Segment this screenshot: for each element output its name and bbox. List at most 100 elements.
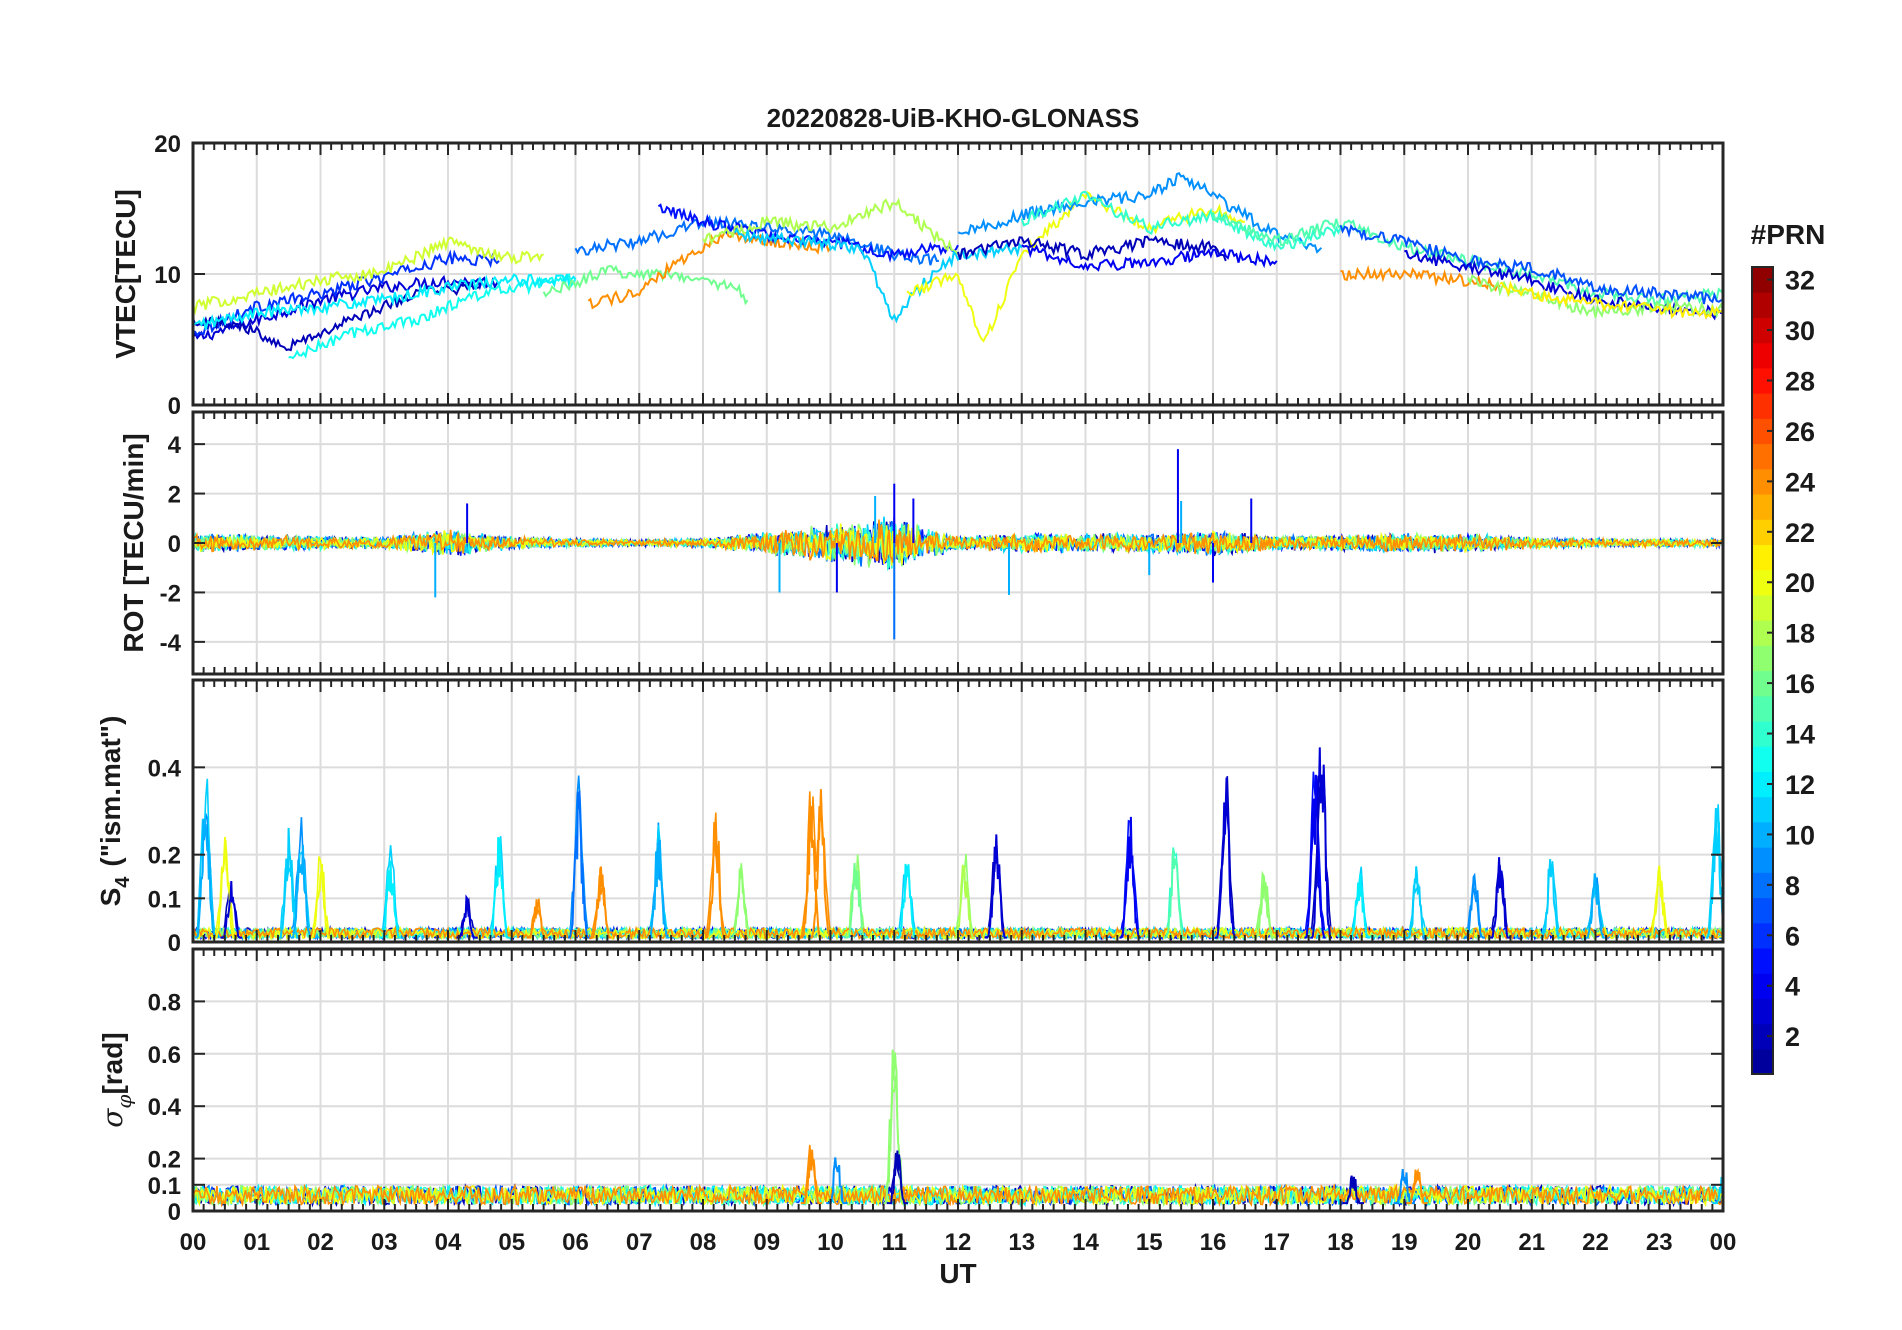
colorbar-segment-24 bbox=[1752, 468, 1773, 495]
sigma-phi-ticks bbox=[191, 947, 1725, 1213]
s4-y-axis-label-subscript: 4 bbox=[112, 876, 134, 888]
colorbar-gradient bbox=[1752, 267, 1773, 1075]
colorbar-segment-21 bbox=[1752, 544, 1773, 571]
x-tick-label-5: 05 bbox=[498, 1229, 525, 1256]
x-tick-label-1: 01 bbox=[243, 1229, 270, 1256]
vtec-series-prn-24 bbox=[1340, 264, 1501, 292]
s4-peak-4 bbox=[290, 844, 313, 939]
vtec-series-prn-12 bbox=[193, 273, 577, 330]
s4-peak-25 bbox=[1304, 774, 1326, 939]
colorbar-segment-18 bbox=[1752, 620, 1773, 646]
s4-panel: 0 0.1 0.2 0.4 S4 ("ism.mat") bbox=[95, 678, 1725, 957]
colorbar-tick-label-18: 18 bbox=[1785, 619, 1815, 649]
colorbar-tick-label-8: 8 bbox=[1785, 871, 1800, 901]
vtec-series-prn-19 bbox=[193, 236, 544, 316]
vtec-y-tick-label-0: 0 bbox=[168, 393, 181, 420]
x-tick-label-15: 15 bbox=[1136, 1229, 1163, 1256]
colorbar-title: #PRN bbox=[1751, 219, 1826, 250]
s4-y-tick-label-0: 0 bbox=[168, 930, 181, 957]
sigma_phi-peak-6 bbox=[1406, 1167, 1428, 1205]
colorbar-segment-3 bbox=[1752, 998, 1773, 1025]
colorbar-segment-26 bbox=[1752, 418, 1773, 445]
vtec-y-tick-labels: 0 10 20 bbox=[154, 131, 181, 420]
colorbar-segment-10 bbox=[1752, 821, 1773, 848]
rot-panel: -4 -2 0 2 4 ROT [TECU/min] bbox=[118, 410, 1725, 676]
s4-peak-31 bbox=[1540, 859, 1562, 939]
s4-peak-13 bbox=[705, 822, 727, 939]
colorbar-tick-label-28: 28 bbox=[1785, 366, 1815, 396]
x-tick-label-18: 18 bbox=[1327, 1229, 1354, 1256]
s4-y-tick-label-2: 0.2 bbox=[148, 843, 181, 870]
sigma_phi-y-tick-label-1: 0.1 bbox=[148, 1173, 181, 1200]
rot-y-tick-label-2: 0 bbox=[168, 531, 181, 558]
colorbar-segment-17 bbox=[1752, 645, 1773, 672]
vtec-y-tick-label-2: 20 bbox=[154, 131, 181, 158]
x-tick-label-10: 10 bbox=[817, 1229, 844, 1256]
vtec-series-prn-7 bbox=[1339, 223, 1723, 305]
colorbar-tick-label-26: 26 bbox=[1785, 417, 1815, 447]
x-tick-label-16: 16 bbox=[1200, 1229, 1227, 1256]
vtec-panel: 0 10 20 VTEC[TECU] bbox=[110, 131, 1725, 420]
chart-title: 20220828-UiB-KHO-GLONASS bbox=[767, 103, 1140, 133]
s4-peak-8 bbox=[488, 837, 510, 939]
x-tick-label-6: 06 bbox=[562, 1229, 589, 1256]
x-tick-label-22: 22 bbox=[1582, 1229, 1609, 1256]
s4-peak-27 bbox=[1348, 873, 1371, 939]
sigma-phi-y-axis-label-subscript: φ bbox=[112, 1095, 136, 1109]
vtec-y-axis-label: VTEC[TECU] bbox=[110, 189, 141, 359]
vtec-series-prn-9 bbox=[957, 171, 1323, 254]
x-tick-label-8: 08 bbox=[690, 1229, 717, 1256]
colorbar-segment-14 bbox=[1752, 720, 1773, 747]
s4-peak-32 bbox=[1584, 873, 1607, 939]
colorbar-segment-16 bbox=[1752, 670, 1773, 697]
s4-peak-18 bbox=[896, 863, 918, 939]
x-tick-labels: 00 01 02 03 04 05 06 07 08 09 10 11 12 13 14 15 16 17 18 19… bbox=[180, 1229, 1737, 1256]
colorbar-segment-4 bbox=[1752, 973, 1773, 999]
s4-peak-34 bbox=[1705, 807, 1723, 939]
sigma-phi-y-axis-label-rest: [rad] bbox=[97, 1032, 128, 1094]
s4-y-tick-label-3: 0.4 bbox=[148, 755, 182, 782]
s4-peak-33 bbox=[1648, 865, 1670, 939]
s4-ticks bbox=[191, 678, 1725, 944]
x-tick-label-13: 13 bbox=[1008, 1229, 1035, 1256]
sigma_phi-peak-4 bbox=[1342, 1175, 1364, 1206]
s4-peak-30 bbox=[1489, 857, 1511, 939]
rot-plot-area bbox=[193, 449, 1723, 640]
colorbar-tick-label-14: 14 bbox=[1785, 720, 1815, 750]
colorbar-segment-30 bbox=[1752, 317, 1773, 344]
vtec-series-prn-5 bbox=[657, 203, 959, 264]
rot-y-tick-label-0: -4 bbox=[160, 630, 182, 657]
vtec-grid bbox=[193, 143, 1723, 405]
x-tick-label-0: 00 bbox=[180, 1229, 207, 1256]
s4-peak-22 bbox=[1164, 848, 1186, 939]
colorbar-segment-11 bbox=[1752, 796, 1773, 823]
s4-peak-16 bbox=[810, 789, 832, 939]
colorbar-segment-6 bbox=[1752, 922, 1773, 949]
colorbar-tick-label-4: 4 bbox=[1785, 972, 1800, 1002]
sigma_phi-peak-3 bbox=[886, 1150, 909, 1205]
colorbar-segment-9 bbox=[1752, 847, 1773, 873]
vtec-series-prn-2 bbox=[957, 235, 1227, 262]
sigma_phi-peak-0 bbox=[800, 1149, 823, 1205]
vtec-series-prn-4 bbox=[1021, 244, 1278, 272]
x-tick-label-19: 19 bbox=[1391, 1229, 1418, 1256]
colorbar-tick-label-16: 16 bbox=[1785, 669, 1815, 699]
x-tick-label-4: 04 bbox=[435, 1229, 462, 1256]
colorbar-tick-label-22: 22 bbox=[1785, 518, 1815, 548]
vtec-series-prn-24 bbox=[587, 229, 832, 310]
sigma-phi-y-axis-label-main: σ bbox=[96, 1108, 129, 1128]
s4-peak-10 bbox=[568, 790, 590, 939]
vtec-series-prn-6 bbox=[193, 249, 500, 337]
s4-peak-12 bbox=[647, 839, 670, 939]
colorbar-frame bbox=[1751, 266, 1774, 1075]
s4-peak-20 bbox=[985, 834, 1007, 939]
x-tick-label-3: 03 bbox=[371, 1229, 398, 1256]
sigma-phi-y-axis-label: σφ[rad] bbox=[96, 1032, 136, 1127]
sigma_phi-peak-7 bbox=[1712, 1174, 1723, 1205]
colorbar-segment-25 bbox=[1752, 443, 1773, 470]
rot-ticks bbox=[191, 410, 1725, 676]
colorbar-segment-12 bbox=[1752, 771, 1773, 798]
